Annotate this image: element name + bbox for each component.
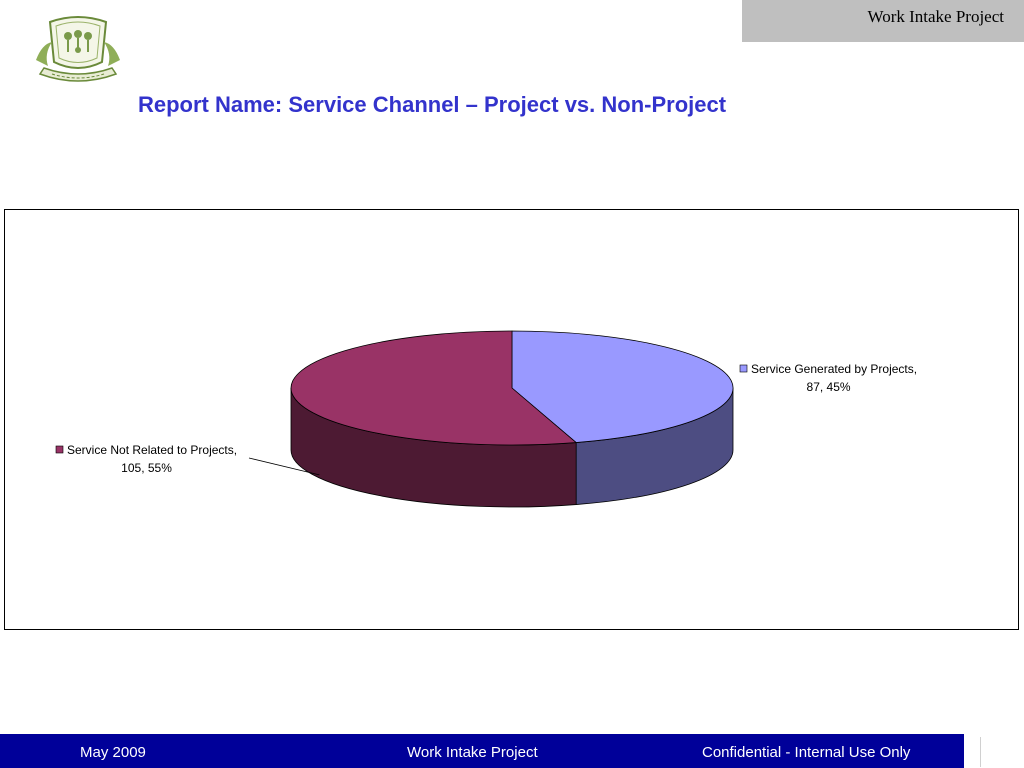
data-label-service-not-related-line2: 105, 55%: [121, 461, 172, 475]
leader-line: [248, 457, 320, 476]
footer-date: May 2009: [80, 744, 146, 761]
data-label-service-generated-line1: Service Generated by Projects,: [751, 362, 917, 376]
data-label-service-generated-swatch: [739, 364, 748, 373]
header-title: Work Intake Project: [867, 7, 1004, 26]
header-title-tab: Work Intake Project: [742, 0, 1024, 42]
pie-slice-service-generated: [511, 330, 734, 443]
footer-project: Work Intake Project: [407, 744, 538, 761]
state-seal-logo: [36, 16, 120, 82]
footer-divider: [980, 737, 981, 767]
footer-bar: May 2009 Work Intake Project Confidentia…: [0, 734, 964, 768]
data-label-service-not-related-swatch: [55, 445, 64, 454]
chart-area: Service Generated by Projects, 87, 45% Ser…: [4, 209, 1019, 630]
footer-confidentiality: Confidential - Internal Use Only: [702, 744, 911, 761]
report-title: Report Name: Service Channel – Project v…: [138, 92, 727, 117]
data-label-service-not-related-line1: Service Not Related to Projects,: [67, 443, 237, 457]
data-label-service-generated-line2: 87, 45%: [807, 380, 851, 394]
pie-slice-service-not-related: [290, 330, 578, 446]
pie-chart: Service Generated by Projects, 87, 45% Ser…: [55, 330, 917, 508]
